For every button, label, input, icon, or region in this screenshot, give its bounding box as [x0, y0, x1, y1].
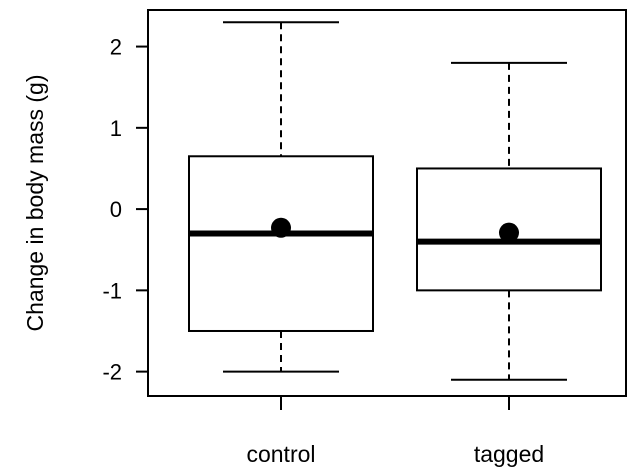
x-tick-label: control — [246, 441, 315, 467]
y-axis-label: Change in body mass (g) — [22, 75, 48, 332]
mean-point — [499, 222, 519, 243]
y-tick-label: -2 — [102, 360, 122, 385]
box-series — [188, 21, 602, 381]
x-axis: control tagged — [246, 396, 544, 467]
y-tick-label: 1 — [110, 116, 122, 141]
y-tick-label: 2 — [110, 35, 122, 60]
y-axis: -2 -1 0 1 2 — [102, 35, 148, 385]
mean-point — [271, 217, 291, 238]
box-control — [188, 21, 374, 373]
plot-frame — [147, 9, 627, 397]
box-tagged — [416, 61, 602, 381]
x-tick-label: tagged — [474, 441, 544, 467]
y-tick-label: 0 — [110, 197, 122, 222]
iqr-box — [188, 155, 374, 332]
y-tick-label: -1 — [102, 278, 122, 303]
